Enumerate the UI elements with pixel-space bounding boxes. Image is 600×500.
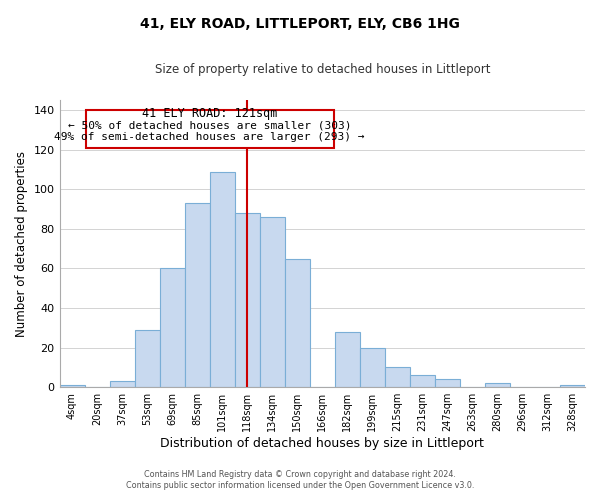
Bar <box>385 368 410 387</box>
Text: Contains public sector information licensed under the Open Government Licence v3: Contains public sector information licen… <box>126 481 474 490</box>
Bar <box>110 382 134 387</box>
Text: Contains HM Land Registry data © Crown copyright and database right 2024.: Contains HM Land Registry data © Crown c… <box>144 470 456 479</box>
Bar <box>209 172 235 387</box>
Bar <box>59 385 85 387</box>
Title: Size of property relative to detached houses in Littleport: Size of property relative to detached ho… <box>155 62 490 76</box>
Text: 41, ELY ROAD, LITTLEPORT, ELY, CB6 1HG: 41, ELY ROAD, LITTLEPORT, ELY, CB6 1HG <box>140 18 460 32</box>
Bar <box>260 217 285 387</box>
Text: 49% of semi-detached houses are larger (293) →: 49% of semi-detached houses are larger (… <box>55 132 365 142</box>
Bar <box>360 348 385 387</box>
Bar <box>435 380 460 387</box>
Bar <box>485 384 510 387</box>
Bar <box>185 203 209 387</box>
Bar <box>410 376 435 387</box>
Bar <box>335 332 360 387</box>
Bar <box>235 213 260 387</box>
Text: ← 50% of detached houses are smaller (303): ← 50% of detached houses are smaller (30… <box>68 120 352 130</box>
Bar <box>560 385 585 387</box>
Bar <box>160 268 185 387</box>
Bar <box>134 330 160 387</box>
Y-axis label: Number of detached properties: Number of detached properties <box>15 150 28 336</box>
Text: 41 ELY ROAD: 121sqm: 41 ELY ROAD: 121sqm <box>142 106 277 120</box>
X-axis label: Distribution of detached houses by size in Littleport: Distribution of detached houses by size … <box>160 437 484 450</box>
Bar <box>86 110 334 148</box>
Bar <box>285 258 310 387</box>
